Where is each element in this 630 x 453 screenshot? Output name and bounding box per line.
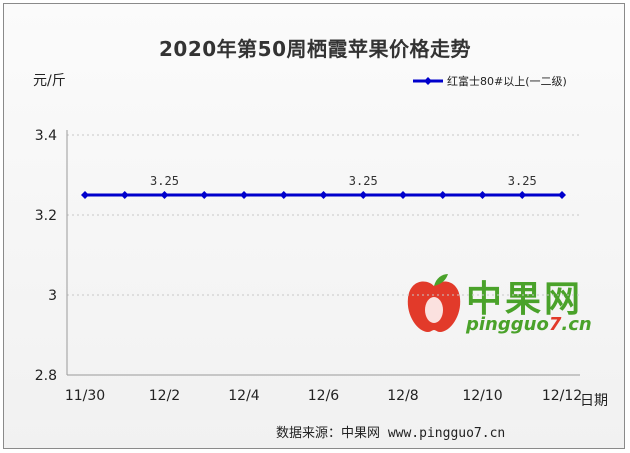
watermark-url: pingguo7.cn: [466, 314, 592, 335]
data-label: 3.25: [349, 174, 378, 188]
data-point: [279, 191, 288, 199]
legend-label: 红富士80#以上(一二级): [447, 75, 567, 88]
y-axis-unit: 元/斤: [33, 73, 66, 89]
x-tick-label: 12/2: [149, 388, 180, 404]
x-tick-label: 12/12: [542, 388, 582, 404]
y-tick-label: 2.8: [35, 368, 57, 384]
x-tick-label: 12/6: [308, 388, 340, 404]
data-point: [518, 191, 527, 199]
data-point: [200, 191, 209, 199]
data-point: [478, 191, 487, 199]
data-label: 3.25: [150, 174, 179, 188]
x-tick-label: 12/4: [228, 388, 260, 404]
y-tick-label: 3.4: [35, 128, 57, 144]
y-tick-label: 3.2: [35, 208, 57, 224]
data-point: [319, 191, 328, 199]
data-point: [399, 191, 407, 199]
data-source: 数据来源：中果网 www.pingguo7.cn: [276, 426, 506, 441]
data-point: [438, 191, 447, 199]
data-point: [120, 191, 129, 199]
chart-title: 2020年第50周栖霞苹果价格走势: [159, 37, 471, 61]
pingguo-watermark: 中果网 pingguo7.cn: [404, 270, 614, 340]
x-tick-label: 12/8: [387, 388, 418, 404]
data-point: [160, 191, 169, 199]
data-point: [81, 191, 89, 199]
data-point: [558, 191, 566, 199]
watermark-brand: 中果网: [466, 279, 584, 320]
data-point: [240, 191, 248, 199]
x-tick-label: 11/30: [65, 388, 105, 404]
apple-logo-icon: [407, 274, 461, 332]
x-tick-label: 12/10: [462, 388, 502, 404]
data-point: [359, 191, 368, 199]
data-label: 3.25: [508, 174, 537, 188]
legend-swatch: [413, 77, 443, 85]
x-axis-label: 日期: [580, 393, 608, 409]
y-tick-label: 3: [48, 288, 57, 304]
